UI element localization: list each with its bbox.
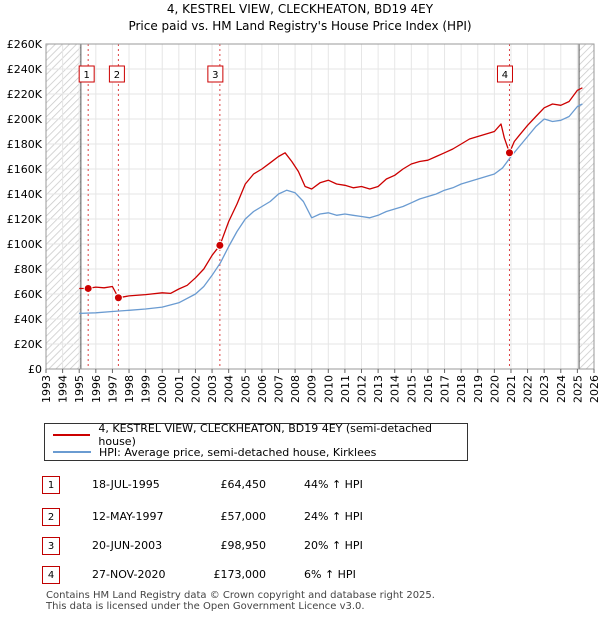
x-tick-label: 2024 [555, 375, 568, 403]
x-tick-label: 1993 [40, 375, 53, 403]
sale-point [504, 148, 514, 158]
x-tick-label: 2003 [206, 375, 219, 403]
legend-swatch-hpi [53, 451, 91, 453]
x-tick-label: 1998 [123, 375, 136, 403]
x-tick-label: 2018 [455, 375, 468, 403]
footer-licence: This data is licensed under the Open Gov… [46, 601, 365, 612]
transaction-hpi: 24% ↑ HPI [304, 510, 363, 523]
x-tick-label: 2017 [439, 375, 452, 403]
y-tick-label: £0 [28, 363, 42, 376]
plot-frame [45, 43, 595, 370]
x-tick-label: 2000 [156, 375, 169, 403]
x-tick-label: 2013 [372, 375, 385, 403]
transaction-number: 2 [42, 508, 60, 526]
sale-point [215, 240, 225, 250]
transaction-number: 1 [42, 476, 60, 494]
y-tick-label: £200K [7, 113, 43, 126]
sale-point [83, 283, 93, 293]
legend-label-property: 4, KESTREL VIEW, CLECKHEATON, BD19 4EY (… [98, 422, 432, 448]
x-tick-label: 2014 [389, 375, 402, 403]
x-tick-label: 1997 [106, 375, 119, 403]
y-tick-label: £240K [7, 63, 43, 76]
sale-marker-label: 2 [114, 70, 120, 81]
x-tick-label: 2011 [339, 375, 352, 403]
x-tick-label: 2022 [522, 375, 535, 403]
x-tick-label: 2021 [505, 375, 518, 403]
x-tick-label: 2005 [239, 375, 252, 403]
sale-marker-box [78, 65, 95, 83]
transaction-price: £64,450 [220, 478, 267, 491]
sale-marker-box [207, 65, 224, 83]
hatched-region [46, 44, 81, 369]
x-tick-label: 2004 [223, 375, 236, 403]
transaction-hpi: 20% ↑ HPI [304, 539, 363, 552]
y-tick-label: £140K [7, 188, 43, 201]
y-tick-label: £120K [7, 213, 43, 226]
transaction-hpi: 44% ↑ HPI [304, 478, 363, 491]
x-tick-label: 2025 [571, 375, 584, 403]
transaction-date: 12-MAY-1997 [92, 510, 164, 523]
x-tick-label: 2010 [322, 375, 335, 403]
y-tick-label: £220K [7, 88, 43, 101]
chart-subtitle: Price paid vs. HM Land Registry's House … [128, 19, 471, 33]
x-tick-label: 1995 [73, 375, 86, 403]
transaction-date: 20-JUN-2003 [92, 539, 163, 552]
x-tick-label: 1999 [140, 375, 153, 403]
legend-swatch-property [53, 434, 91, 436]
transaction-number: 3 [42, 537, 60, 555]
hatched-region [579, 44, 594, 369]
legend-label-hpi: HPI: Average price, semi-detached house,… [99, 445, 377, 459]
x-tick-label: 2009 [306, 375, 319, 403]
transaction-price: £98,950 [220, 539, 267, 552]
footer-copyright: Contains HM Land Registry data © Crown c… [46, 590, 435, 601]
legend-item-hpi: HPI: Average price, semi-detached house,… [53, 444, 376, 460]
x-tick-label: 1996 [90, 375, 103, 403]
footer-note: Contains HM Land Registry data © Crown c… [46, 590, 435, 612]
y-tick-label: £20K [14, 338, 43, 351]
sale-marker-box [108, 65, 125, 83]
y-tick-label: £40K [14, 313, 43, 326]
sale-marker-box [496, 65, 513, 83]
chart-legend: 4, KESTREL VIEW, CLECKHEATON, BD19 4EY (… [44, 422, 468, 461]
y-tick-label: £60K [14, 288, 43, 301]
y-tick-label: £180K [7, 138, 43, 151]
x-tick-label: 2012 [356, 375, 369, 403]
transaction-number: 4 [42, 566, 60, 584]
x-tick-label: 2015 [405, 375, 418, 403]
x-tick-label: 2020 [488, 375, 501, 403]
chart-title: 4, KESTREL VIEW, CLECKHEATON, BD19 4EY [167, 2, 434, 16]
x-tick-label: 2023 [538, 375, 551, 403]
transaction-price: £173,000 [213, 568, 267, 581]
x-tick-label: 2007 [272, 375, 285, 403]
x-tick-label: 2016 [422, 375, 435, 403]
y-tick-label: £80K [14, 263, 43, 276]
x-tick-label: 2008 [289, 375, 302, 403]
property-series-line [79, 87, 583, 299]
x-tick-label: 2002 [189, 375, 202, 403]
y-tick-label: £100K [7, 238, 43, 251]
sale-point [113, 293, 123, 303]
y-tick-label: £160K [7, 163, 43, 176]
x-tick-label: 2001 [173, 375, 186, 403]
legend-item-property: 4, KESTREL VIEW, CLECKHEATON, BD19 4EY (… [53, 422, 467, 448]
y-tick-label: £260K [7, 38, 43, 51]
transaction-date: 18-JUL-1995 [92, 478, 160, 491]
transaction-date: 27-NOV-2020 [92, 568, 166, 581]
sale-marker-label: 1 [83, 70, 89, 81]
transaction-hpi: 6% ↑ HPI [304, 568, 356, 581]
x-tick-label: 2006 [256, 375, 269, 403]
sale-marker-label: 4 [502, 70, 508, 81]
x-tick-label: 2019 [472, 375, 485, 403]
x-tick-label: 1994 [57, 375, 70, 403]
price-chart: 4, KESTREL VIEW, CLECKHEATON, BD19 4EY P… [7, 2, 600, 403]
plot-area [46, 44, 594, 369]
x-tick-label: 2026 [588, 375, 600, 403]
transaction-price: £57,000 [220, 510, 267, 523]
sale-marker-label: 3 [212, 70, 218, 81]
